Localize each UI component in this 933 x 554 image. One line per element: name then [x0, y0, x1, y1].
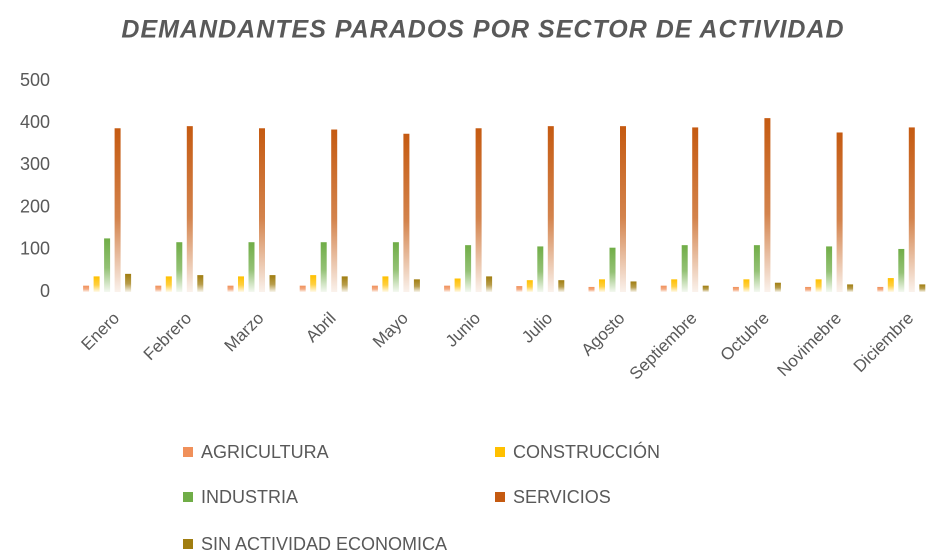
- bar: [155, 285, 162, 292]
- legend-swatch: [183, 539, 193, 549]
- x-tick-label: Diciembre: [850, 309, 918, 377]
- bar: [815, 279, 822, 292]
- legend-swatch: [183, 492, 193, 502]
- bar: [588, 286, 595, 292]
- bar: [392, 242, 399, 292]
- bar: [681, 245, 688, 292]
- y-tick-label: 300: [20, 154, 50, 174]
- y-tick-label: 500: [20, 70, 50, 90]
- legend-label: CONSTRUCCIÓN: [513, 441, 660, 462]
- bar: [248, 242, 255, 292]
- bar: [558, 280, 565, 292]
- x-tick-label: Octubre: [717, 309, 773, 365]
- bar: [753, 245, 760, 292]
- legend-label: AGRICULTURA: [201, 442, 329, 462]
- bar: [743, 279, 750, 292]
- bar: [197, 275, 204, 292]
- bar: [125, 273, 132, 292]
- bar: [547, 126, 554, 293]
- legend-label: SERVICIOS: [513, 487, 611, 507]
- bar: [227, 285, 234, 292]
- bar: [299, 285, 306, 292]
- legend-swatch: [495, 492, 505, 502]
- bar: [599, 279, 605, 292]
- bar: [898, 248, 905, 292]
- bar: [371, 285, 378, 292]
- bar: [516, 286, 523, 292]
- y-tick-label: 0: [40, 281, 50, 301]
- legend-swatch: [183, 447, 193, 457]
- bar: [537, 246, 544, 292]
- bar: [887, 278, 894, 292]
- y-tick-label: 100: [20, 239, 50, 259]
- bar: [165, 276, 172, 292]
- bar: [413, 279, 420, 292]
- x-tick-label: Novimebre: [774, 309, 846, 381]
- bar: [526, 280, 533, 292]
- bar: [176, 242, 183, 292]
- bar: [238, 276, 244, 292]
- bar: [764, 118, 771, 292]
- bar: [908, 127, 915, 292]
- bar: [475, 128, 482, 292]
- chart-title: DEMANDANTES PARADOS POR SECTOR DE ACTIVI…: [121, 16, 844, 44]
- bar: [805, 286, 812, 292]
- x-tick-label: Abril: [302, 309, 339, 346]
- bar: [836, 132, 843, 292]
- bar: [186, 126, 193, 293]
- x-tick-label: Septiembre: [626, 309, 701, 384]
- x-tick-label: Mayo: [369, 309, 412, 352]
- bar: [919, 284, 926, 292]
- legend-label: INDUSTRIA: [201, 487, 298, 507]
- x-tick-label: Febrero: [140, 309, 196, 365]
- x-tick-label: Julio: [518, 309, 556, 347]
- bar: [774, 282, 781, 292]
- bar: [403, 133, 410, 292]
- bar: [114, 128, 121, 292]
- bar: [341, 276, 348, 292]
- bar: [620, 126, 626, 293]
- x-tick-label: Marzo: [221, 309, 268, 356]
- bar: [382, 276, 389, 292]
- legend-swatch: [495, 447, 505, 457]
- bar: [259, 128, 265, 292]
- y-tick-label: 200: [20, 196, 50, 216]
- bar: [444, 285, 451, 292]
- legend-label: SIN ACTIVIDAD ECONOMICA: [201, 534, 447, 554]
- x-tick-label: Agosto: [578, 309, 629, 360]
- bar: [320, 242, 327, 292]
- bar: [847, 284, 854, 292]
- x-tick-label: Enero: [78, 309, 124, 355]
- bar: [609, 247, 616, 292]
- bar: [93, 276, 100, 292]
- bar: [310, 275, 317, 292]
- bar: [83, 285, 90, 292]
- bar: [877, 286, 884, 292]
- bar: [660, 285, 667, 292]
- bar: [692, 127, 699, 292]
- bar: [826, 246, 833, 292]
- bar: [671, 279, 678, 292]
- x-tick-label: Junio: [442, 309, 484, 351]
- bar: [465, 245, 472, 292]
- bar: [702, 285, 709, 292]
- bar: [269, 275, 276, 292]
- bar: [486, 276, 493, 292]
- bar: [630, 281, 637, 292]
- bar: [331, 129, 338, 292]
- bar: [454, 278, 461, 292]
- y-tick-label: 400: [20, 112, 50, 132]
- bar: [104, 238, 111, 292]
- bar: [732, 286, 739, 292]
